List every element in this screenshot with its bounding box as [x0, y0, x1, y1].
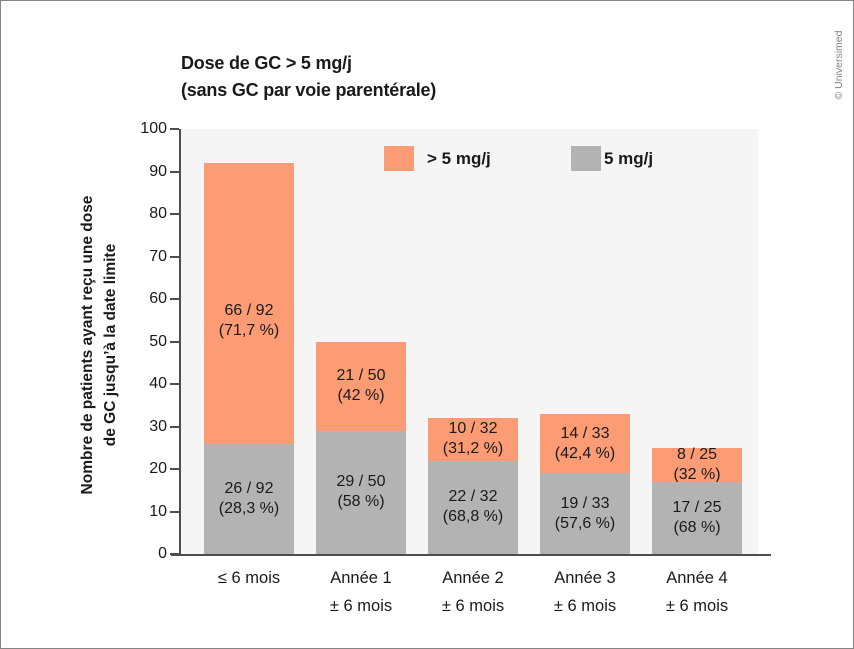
legend-item-le5mg: 5 mg/j — [571, 146, 653, 171]
chart-title: Dose de GC > 5 mg/j (sans GC par voie pa… — [181, 50, 436, 104]
y-tick-label-0: 0 — [158, 545, 167, 562]
bar-1-segment-gt5mg: 66 / 92 (71,7 %) — [204, 163, 294, 444]
y-tick-label-90: 90 — [149, 162, 167, 180]
chart-title-line2: (sans GC par voie parentérale) — [181, 80, 437, 100]
y-tick-mark-60 — [170, 298, 179, 300]
y-tick-mark-10 — [170, 510, 179, 513]
y-tick-label-10: 10 — [149, 502, 167, 520]
y-tick-mark-40 — [170, 383, 179, 385]
legend-label-le5mg: 5 mg/j — [604, 148, 654, 168]
y-tick-label-40: 40 — [149, 375, 167, 392]
plot-area: > 5 mg/j 5 mg/j 66 / 92 (71,7 %) 26 / 92 (2… — [181, 129, 758, 554]
y-tick-label-80: 80 — [149, 205, 167, 222]
bar-4-segment-gt5mg: 14 / 33 (42,4 %) — [540, 413, 630, 474]
y-tick-mark-70 — [170, 255, 179, 258]
bar-1-label-gt5mg: 66 / 92 (71,7 %) — [218, 302, 280, 340]
bar-5-segment-gt5mg: 8 / 25 (32 %) — [652, 445, 742, 483]
y-tick-mark-90 — [170, 170, 179, 173]
x-axis-labels: ≤ 6 mois Année 1 ± 6 mois Année 2 ± 6 mois An… — [181, 564, 781, 628]
bar-4: 14 / 33 (42,4 %) 19 / 33 (57,6 %) — [540, 413, 630, 554]
y-axis-line — [179, 129, 181, 555]
bar-1: 66 / 92 (71,7 %) 26 / 92 (28,3 %) — [204, 163, 294, 554]
legend-label-gt5mg: > 5 mg/j — [427, 148, 491, 168]
bars-container: 66 / 92 (71,7 %) 26 / 92 (28,3 %) 21 / 50 (42… — [181, 129, 758, 554]
bar-2-label-gt5mg: 21 / 50 (42 %) — [336, 367, 386, 405]
bar-4-label-gt5mg: 14 / 33 (42,4 %) — [554, 424, 616, 462]
x-axis-line — [171, 554, 771, 556]
y-tick-mark-80 — [170, 213, 179, 215]
y-axis-ticks: 0 10 20 30 40 50 60 70 80 90 100 — [1, 120, 181, 562]
x-label-3: Année 2 ± 6 mois — [441, 569, 505, 615]
x-label-1: ≤ 6 mois — [217, 569, 281, 587]
y-tick-label-50: 50 — [149, 332, 167, 350]
chart-title-line1: Dose de GC > 5 mg/j — [181, 53, 352, 73]
bar-2: 21 / 50 (42 %) 29 / 50 (58 %) — [316, 341, 406, 554]
y-tick-label-60: 60 — [149, 290, 167, 307]
copyright-credit: © Universimed — [833, 30, 845, 100]
bar-2-label-le5mg: 29 / 50 (58 %) — [336, 473, 386, 511]
bar-5-label-le5mg: 17 / 25 (68 %) — [672, 498, 722, 536]
bar-5-label-gt5mg: 8 / 25 (32 %) — [673, 445, 721, 483]
bar-3-label-gt5mg: 10 / 32 (31,2 %) — [442, 420, 504, 458]
bar-5-segment-le5mg: 17 / 25 (68 %) — [652, 481, 742, 554]
y-tick-mark-50 — [170, 340, 179, 343]
x-label-2: Année 1 ± 6 mois — [329, 569, 393, 615]
y-tick-label-100: 100 — [140, 120, 167, 137]
bar-1-segment-le5mg: 26 / 92 (28,3 %) — [204, 443, 294, 554]
y-tick-mark-20 — [170, 468, 179, 470]
bar-2-segment-le5mg: 29 / 50 (58 %) — [316, 430, 406, 554]
legend-item-gt5mg: > 5 mg/j — [384, 146, 491, 171]
y-tick-label-30: 30 — [149, 417, 167, 435]
bar-3-segment-le5mg: 22 / 32 (68,8 %) — [428, 460, 518, 554]
legend-swatch-le5mg — [571, 146, 601, 171]
bar-4-label-le5mg: 19 / 33 (57,6 %) — [554, 494, 616, 532]
y-tick-label-70: 70 — [149, 247, 167, 265]
y-tick-label-20: 20 — [149, 460, 167, 477]
bar-3-label-le5mg: 22 / 32 (68,8 %) — [442, 488, 504, 526]
bar-3: 10 / 32 (31,2 %) 22 / 32 (68,8 %) — [428, 418, 518, 554]
bar-3-segment-gt5mg: 10 / 32 (31,2 %) — [428, 418, 518, 461]
bar-1-label-le5mg: 26 / 92 (28,3 %) — [218, 479, 280, 517]
bar-2-segment-gt5mg: 21 / 50 (42 %) — [316, 341, 406, 431]
bar-4-segment-le5mg: 19 / 33 (57,6 %) — [540, 473, 630, 554]
legend-swatch-gt5mg — [384, 146, 414, 171]
bar-5: 8 / 25 (32 %) 17 / 25 (68 %) — [652, 445, 742, 554]
x-label-4: Année 3 ± 6 mois — [553, 569, 617, 615]
y-tick-mark-100 — [170, 128, 179, 130]
y-tick-mark-30 — [170, 425, 179, 428]
x-label-5: Année 4 ± 6 mois — [665, 569, 729, 615]
